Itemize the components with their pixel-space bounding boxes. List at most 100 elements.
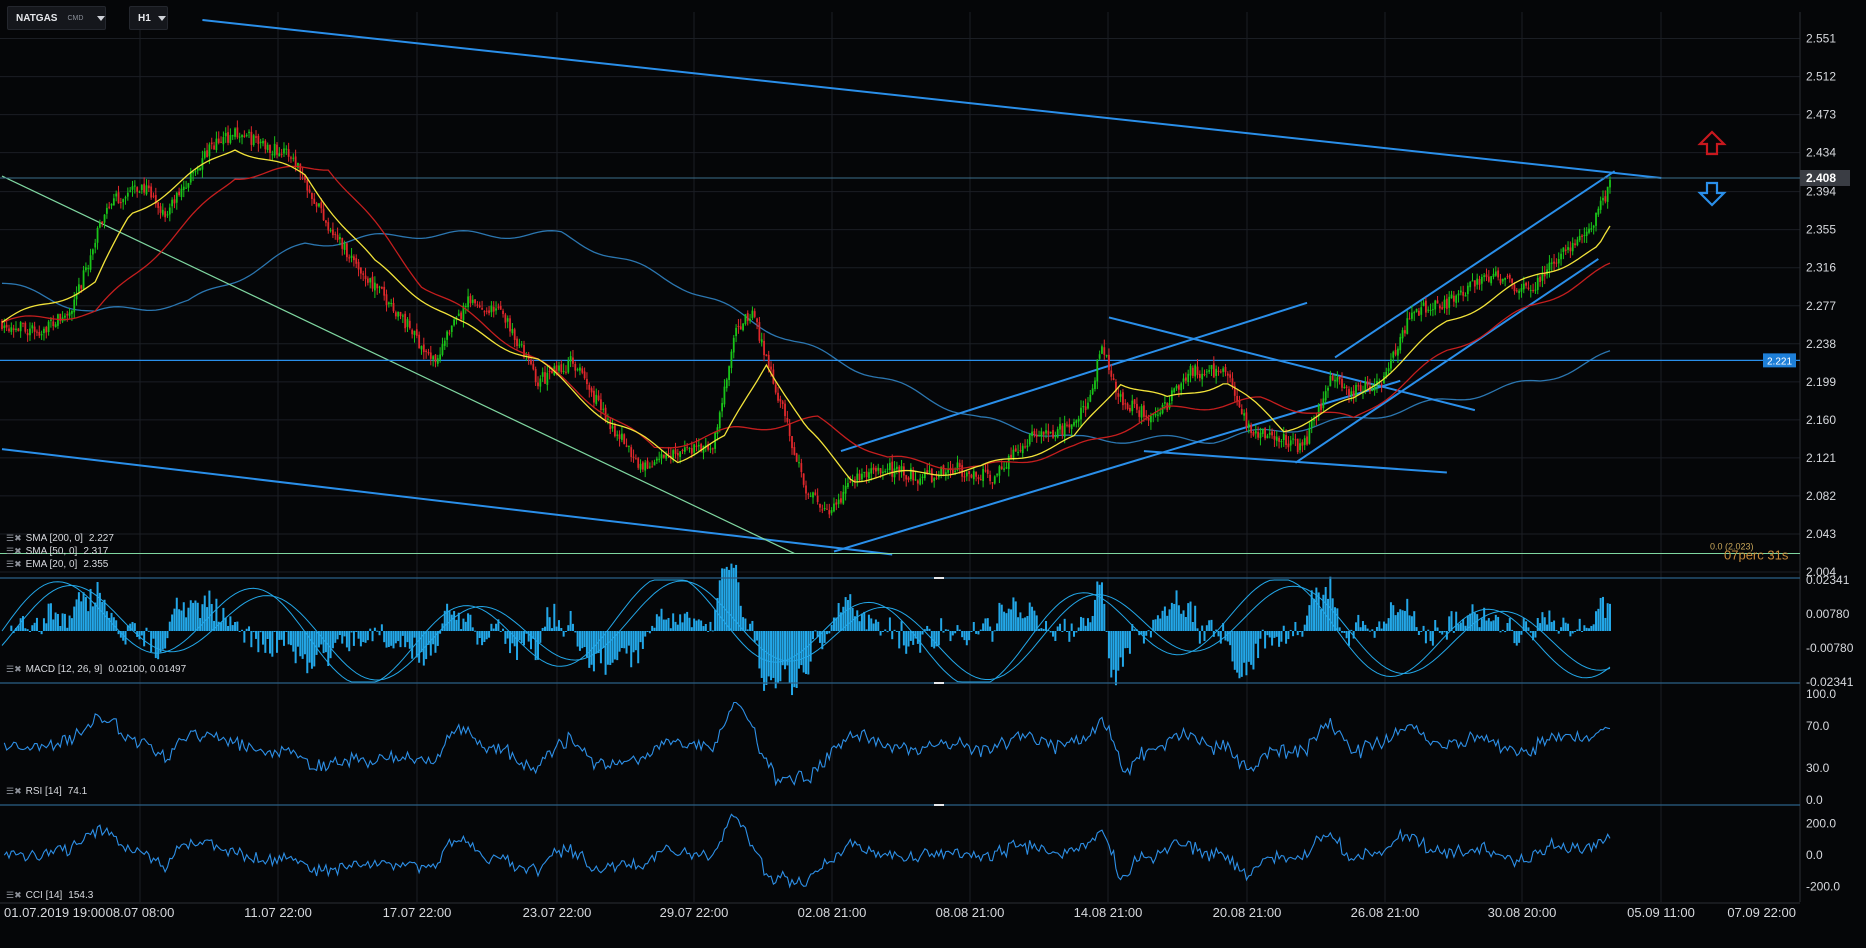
indicator-sma50[interactable]: ☰✖ SMA [50, 0] 2.317 — [6, 546, 108, 557]
macd-histogram-bar — [1238, 631, 1241, 679]
candle-body — [767, 354, 770, 369]
settings-close-icon[interactable]: ☰✖ — [6, 546, 22, 556]
trendline-descending-support[interactable] — [1, 448, 893, 556]
candle-body — [38, 332, 41, 336]
trendline-channel1-lower[interactable] — [833, 379, 1401, 553]
macd-histogram-bar — [492, 628, 495, 631]
candle-body — [1355, 385, 1357, 396]
candle-body — [110, 203, 113, 206]
macd-histogram-bar — [590, 631, 593, 665]
candle-body — [1264, 428, 1266, 439]
macd-histogram-bar — [257, 631, 260, 653]
settings-close-icon[interactable]: ☰✖ — [6, 890, 22, 900]
candle-body — [1299, 443, 1301, 451]
candle-body — [595, 394, 598, 404]
candle-body — [1282, 434, 1285, 440]
candle-body — [982, 469, 985, 482]
candle-body — [711, 448, 714, 450]
trendline-green-diagonal[interactable] — [1, 175, 795, 555]
candle-body — [1145, 415, 1148, 418]
macd-histogram-bar — [553, 603, 556, 631]
candle-body — [1040, 431, 1043, 437]
macd-histogram-bar — [695, 620, 698, 631]
candle-body — [1329, 375, 1332, 387]
macd-histogram-bar — [730, 563, 733, 631]
trendline-channel2-upper[interactable] — [1334, 170, 1616, 359]
panel-separators[interactable] — [0, 577, 1800, 904]
macd-histogram-bar — [469, 614, 472, 631]
candle-body — [611, 426, 614, 429]
symbol-selector[interactable]: NATGAS CMD — [7, 6, 106, 30]
macd-histogram-bar — [609, 631, 612, 666]
macd-histogram-bar — [126, 625, 129, 631]
candle-body — [1245, 412, 1248, 428]
candle-body — [1411, 312, 1413, 319]
settings-close-icon[interactable]: ☰✖ — [6, 786, 22, 796]
macd-histogram-bar — [296, 631, 299, 647]
macd-histogram-bar — [662, 619, 665, 631]
macd-histogram-bar — [378, 631, 381, 636]
macd-histogram-bar — [863, 611, 866, 631]
macd-histogram-bar — [879, 631, 882, 636]
countdown-label: 07perc 31s — [1724, 547, 1789, 562]
candle-body — [369, 278, 372, 283]
candle-body — [1175, 385, 1178, 389]
candle-body — [1007, 456, 1010, 470]
candle-body — [122, 199, 125, 203]
candle-body — [807, 493, 810, 495]
candle-body — [975, 472, 978, 477]
fib-level-label: 0.0 (2.023) — [1710, 541, 1754, 551]
macd-histogram-bar — [73, 606, 76, 631]
macd-histogram-bar — [958, 629, 961, 631]
macd-histogram-bar — [1569, 631, 1572, 637]
macd-histogram-bar — [310, 631, 313, 669]
candle-body — [1359, 385, 1362, 392]
macd-histogram-bar — [1560, 627, 1563, 631]
candle-body — [1341, 378, 1343, 388]
indicator-macd[interactable]: ☰✖ MACD [12, 26, 9] 0.02100, 0.01497 — [6, 664, 186, 675]
macd-histogram-bar — [527, 631, 530, 642]
candle-body — [907, 477, 910, 480]
symbol-name: NATGAS — [16, 12, 58, 24]
price-tick-label: 2.512 — [1806, 70, 1836, 84]
candle-body — [1031, 431, 1033, 437]
candle-body — [126, 192, 129, 197]
candle-body — [182, 186, 185, 191]
candle-body — [425, 350, 428, 353]
timeframe-selector[interactable]: H1 — [129, 6, 168, 30]
indicator-ema20[interactable]: ☰✖ EMA [20, 0] 2.355 — [6, 559, 108, 570]
macd-histogram-bar — [672, 613, 675, 631]
candle-body — [1084, 406, 1087, 411]
indicator-rsi[interactable]: ☰✖ RSI [14] 74.1 — [6, 786, 87, 797]
trendline-long-downtrend-resistance[interactable] — [202, 19, 1662, 179]
indicator-cci[interactable]: ☰✖ CCI [14] 154.3 — [6, 890, 93, 901]
candle-body — [1324, 391, 1327, 401]
settings-close-icon[interactable]: ☰✖ — [6, 664, 22, 674]
macd-histogram-bar — [1161, 610, 1164, 631]
candle-body — [1452, 295, 1455, 302]
candle-body — [1550, 262, 1553, 264]
trendline-channel1-upper[interactable] — [840, 301, 1308, 453]
candle-body — [1275, 436, 1278, 441]
trendlines[interactable] — [0, 19, 1800, 556]
candle-body — [154, 195, 157, 204]
settings-close-icon[interactable]: ☰✖ — [6, 533, 22, 543]
candle-body — [380, 287, 383, 289]
macd-histogram-bar — [651, 625, 654, 631]
trendline-wedge-upper[interactable] — [1108, 316, 1476, 412]
macd-histogram-bar — [777, 631, 780, 683]
candle-body — [1136, 403, 1138, 410]
candle-body — [1080, 407, 1082, 420]
candle-body — [464, 306, 467, 308]
macd-histogram-bar — [227, 625, 230, 631]
macd-histogram-bar — [1010, 609, 1013, 631]
candle-body — [1150, 415, 1152, 423]
candle-body — [1152, 413, 1155, 416]
indicator-sma200[interactable]: ☰✖ SMA [200, 0] 2.227 — [6, 533, 114, 544]
macd-histogram-bar — [539, 631, 542, 643]
candle-body — [1317, 405, 1320, 417]
settings-close-icon[interactable]: ☰✖ — [6, 559, 22, 569]
sma50-line — [1, 165, 1611, 470]
macd-histogram-bar — [772, 631, 775, 678]
